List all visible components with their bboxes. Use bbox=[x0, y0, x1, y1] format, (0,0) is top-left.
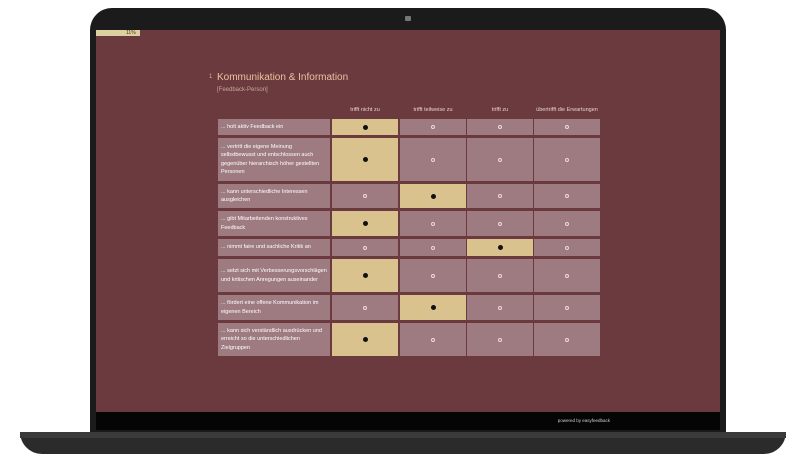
rating-option[interactable] bbox=[332, 239, 398, 256]
camera-icon bbox=[405, 16, 411, 21]
radio-empty-icon[interactable] bbox=[498, 125, 502, 129]
rating-option[interactable] bbox=[400, 211, 466, 236]
radio-empty-icon[interactable] bbox=[431, 157, 435, 162]
rating-option[interactable] bbox=[400, 138, 466, 181]
radio-checked-icon[interactable] bbox=[430, 305, 436, 310]
rating-option[interactable] bbox=[534, 239, 600, 256]
powered-by: powered by easyfeedback bbox=[557, 418, 610, 423]
rating-option[interactable] bbox=[332, 119, 398, 135]
statement-label: ... holt aktiv Feedback ein bbox=[218, 119, 330, 135]
radio-empty-icon[interactable] bbox=[498, 273, 502, 278]
statement-label: ... gibt Mitarbeitenden konstruktives Fe… bbox=[218, 211, 330, 236]
radio-empty-icon[interactable] bbox=[363, 194, 367, 198]
rating-option[interactable] bbox=[332, 295, 398, 320]
rating-option[interactable] bbox=[534, 295, 600, 320]
progress-bar: 11% bbox=[96, 30, 720, 36]
statement-label: ... vertritt die eigene Meinung selbstbe… bbox=[218, 138, 330, 181]
radio-empty-icon[interactable] bbox=[431, 125, 435, 129]
rating-option[interactable] bbox=[467, 259, 533, 292]
rating-option[interactable] bbox=[534, 259, 600, 292]
rating-option[interactable] bbox=[467, 295, 533, 320]
radio-checked-icon[interactable] bbox=[362, 337, 368, 342]
rating-option[interactable] bbox=[400, 239, 466, 256]
rating-option[interactable] bbox=[534, 184, 600, 208]
radio-checked-icon[interactable] bbox=[362, 157, 368, 162]
radio-empty-icon[interactable] bbox=[363, 245, 367, 250]
radio-checked-icon[interactable] bbox=[430, 193, 436, 199]
radio-empty-icon[interactable] bbox=[498, 194, 502, 198]
radio-empty-icon[interactable] bbox=[565, 221, 569, 226]
rating-option[interactable] bbox=[332, 323, 398, 356]
column-header: trifft teilweise zu bbox=[413, 107, 453, 113]
laptop-base bbox=[20, 432, 786, 454]
progress-fill bbox=[96, 30, 140, 36]
rating-option[interactable] bbox=[534, 119, 600, 135]
column-header: übertrifft die Erwartungen bbox=[536, 107, 598, 113]
rating-option[interactable] bbox=[332, 211, 398, 236]
radio-empty-icon[interactable] bbox=[565, 157, 569, 162]
radio-empty-icon[interactable] bbox=[498, 157, 502, 162]
radio-empty-icon[interactable] bbox=[565, 337, 569, 342]
survey-screen: 11% 1 Kommunikation & Information [Feedb… bbox=[96, 30, 720, 430]
column-header: trifft zu bbox=[491, 107, 509, 113]
rating-option[interactable] bbox=[400, 295, 466, 320]
radio-empty-icon[interactable] bbox=[565, 245, 569, 250]
rating-option[interactable] bbox=[467, 323, 533, 356]
statement-label: ... kann unterschiedliche Interessen aus… bbox=[218, 184, 330, 208]
statement-label: ... nimmt faire und sachliche Kritik an bbox=[218, 239, 330, 256]
statement-label: ... kann sich verständlich ausdrücken un… bbox=[218, 323, 330, 356]
footer: powered by easyfeedback bbox=[96, 412, 720, 430]
rating-option[interactable] bbox=[467, 239, 533, 256]
rating-option[interactable] bbox=[400, 119, 466, 135]
rating-option[interactable] bbox=[534, 138, 600, 181]
question-subtitle: [Feedback-Person] bbox=[217, 87, 268, 93]
rating-option[interactable] bbox=[400, 184, 466, 208]
statement-label: ... fördert eine offene Kommunikation im… bbox=[218, 295, 330, 320]
rating-option[interactable] bbox=[332, 259, 398, 292]
rating-option[interactable] bbox=[467, 184, 533, 208]
radio-empty-icon[interactable] bbox=[498, 221, 502, 226]
rating-option[interactable] bbox=[534, 211, 600, 236]
question-title: Kommunikation & Information bbox=[217, 72, 349, 83]
rating-option[interactable] bbox=[332, 184, 398, 208]
rating-option[interactable] bbox=[467, 119, 533, 135]
radio-checked-icon[interactable] bbox=[362, 124, 368, 130]
radio-checked-icon[interactable] bbox=[497, 245, 503, 250]
radio-empty-icon[interactable] bbox=[363, 305, 367, 310]
statement-label: ... setzt sich mit Verbesserungsvorschlä… bbox=[218, 259, 330, 292]
question-number: 1 bbox=[209, 74, 213, 80]
rating-option[interactable] bbox=[400, 323, 466, 356]
radio-empty-icon[interactable] bbox=[498, 337, 502, 342]
radio-empty-icon[interactable] bbox=[431, 273, 435, 278]
radio-empty-icon[interactable] bbox=[565, 273, 569, 278]
radio-empty-icon[interactable] bbox=[431, 245, 435, 250]
radio-checked-icon[interactable] bbox=[362, 221, 368, 226]
radio-empty-icon[interactable] bbox=[565, 125, 569, 129]
rating-option[interactable] bbox=[400, 259, 466, 292]
radio-empty-icon[interactable] bbox=[431, 221, 435, 226]
radio-empty-icon[interactable] bbox=[565, 194, 569, 198]
progress-text: 11% bbox=[126, 30, 136, 36]
radio-empty-icon[interactable] bbox=[565, 305, 569, 310]
rating-option[interactable] bbox=[534, 323, 600, 356]
radio-empty-icon[interactable] bbox=[431, 337, 435, 342]
column-header: trifft nicht zu bbox=[350, 107, 380, 113]
rating-option[interactable] bbox=[332, 138, 398, 181]
radio-empty-icon[interactable] bbox=[498, 305, 502, 310]
radio-checked-icon[interactable] bbox=[362, 273, 368, 278]
rating-option[interactable] bbox=[467, 138, 533, 181]
rating-option[interactable] bbox=[467, 211, 533, 236]
